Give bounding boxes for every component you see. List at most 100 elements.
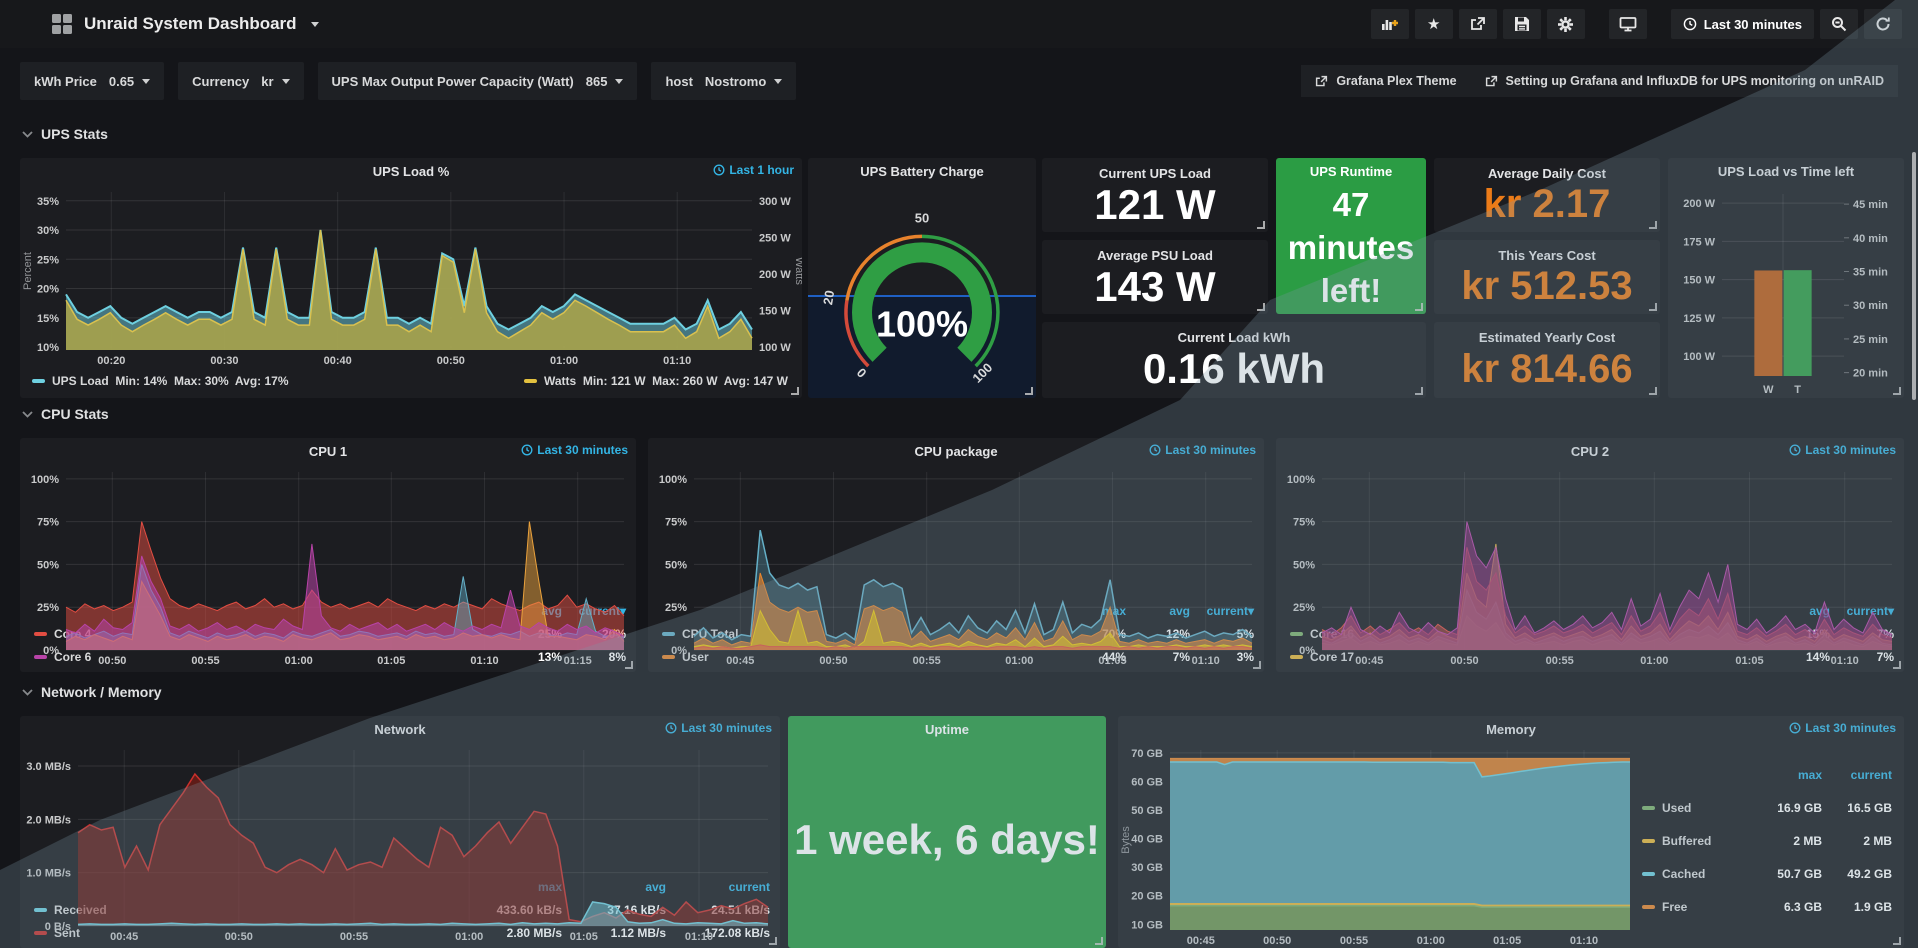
kiosk-mode-button[interactable]	[1608, 9, 1647, 39]
legend-sort-header[interactable]: current▾	[1206, 603, 1254, 618]
battery-gauge[interactable]: 0 20 50 100 100%	[808, 184, 1036, 398]
legend-sort-header[interactable]: avg	[645, 879, 666, 894]
panel-title[interactable]: CPU 1	[308, 443, 348, 459]
panel-title[interactable]: Current Load kWh	[1177, 329, 1291, 345]
add-panel-button[interactable]	[1370, 9, 1409, 39]
legend-row[interactable]: Buffered 2 MB 2 MB	[1642, 824, 1892, 857]
panel-title[interactable]: UPS Battery Charge	[860, 163, 984, 179]
panel-title[interactable]: UPS Runtime	[1309, 163, 1393, 179]
series-color-marker	[34, 907, 47, 912]
panel-title[interactable]: This Years Cost	[1498, 247, 1596, 263]
svg-text:20: 20	[820, 289, 837, 306]
legend-sort-header[interactable]: avg	[1169, 603, 1190, 618]
ups-load-chart[interactable]: 00:20 00:30 00:40 00:50 01:00 01:10 10% 15% 20% 2…	[20, 184, 802, 368]
svg-text:100%: 100%	[1287, 474, 1315, 486]
panel-title[interactable]: Average Daily Cost	[1487, 165, 1606, 181]
panel-title[interactable]: UPS Load vs Time left	[1717, 163, 1855, 179]
link-grafana-plex-theme[interactable]: Grafana Plex Theme	[1301, 65, 1471, 97]
series-color-marker	[662, 631, 675, 636]
time-range-badge[interactable]: Last 30 minutes	[1789, 443, 1896, 457]
dashboard-picker-icon[interactable]	[52, 14, 72, 34]
legend-sort-header[interactable]: max	[1797, 767, 1822, 782]
clock-icon	[713, 164, 725, 176]
memory-chart[interactable]: 00:45 00:50 00:55 01:00 01:05 01:10 10 GB 20 GB…	[1118, 742, 1642, 948]
svg-text:50%: 50%	[665, 559, 687, 571]
legend-sort-header[interactable]: current	[728, 879, 770, 894]
time-range-badge[interactable]: Last 30 minutes	[665, 721, 772, 735]
svg-text:25 min: 25 min	[1853, 334, 1888, 346]
variable-label: host	[665, 73, 693, 89]
save-icon	[1514, 17, 1529, 31]
svg-text:T: T	[1794, 384, 1801, 396]
svg-text:Percent: Percent	[22, 252, 34, 290]
svg-text:00:45: 00:45	[1355, 655, 1383, 667]
section-title: UPS Stats	[41, 126, 108, 142]
series-color-marker	[1290, 631, 1303, 636]
variable-host[interactable]: host Nostromo	[651, 62, 797, 100]
chart-legend[interactable]: UPS Load Min: 14% Max: 30% Avg: 17% Watts…	[20, 368, 802, 398]
stat-value: 143 W	[1094, 263, 1216, 310]
clock-icon	[1789, 722, 1801, 734]
variable-ups-max-output[interactable]: UPS Max Output Power Capacity (Watt) 865	[317, 62, 638, 100]
legend-row[interactable]: Used 16.9 GB 16.5 GB	[1642, 791, 1892, 824]
time-range-badge[interactable]: Last 1 hour	[713, 163, 794, 177]
link-label: Setting up Grafana and InfluxDB for UPS …	[1505, 74, 1884, 88]
variable-kwh-price[interactable]: kWh Price 0.65	[20, 62, 165, 100]
svg-text:01:10: 01:10	[470, 655, 498, 667]
zoom-out-icon	[1832, 17, 1847, 32]
save-button[interactable]	[1502, 9, 1541, 39]
legend-sort-header[interactable]: current	[1850, 767, 1892, 782]
legend-row[interactable]: Core 17 14% 7%	[1290, 645, 1894, 668]
time-range-badge[interactable]: Last 30 minutes	[1789, 721, 1896, 735]
chart-legend[interactable]: max current Used 16.9 GB 16.5 GB Buffered 2 MB…	[1642, 742, 1904, 948]
legend-row[interactable]: User 44% 7% 3%	[662, 645, 1254, 668]
panel-title[interactable]: Memory	[1486, 721, 1536, 737]
cpu2-chart[interactable]: 00:45 00:50 00:55 01:00 01:05 01:10 0% 25% 50% 75…	[1276, 464, 1904, 667]
time-range-badge[interactable]: Last 30 minutes	[1149, 443, 1256, 457]
stat-value: kr 2.17	[1483, 182, 1611, 226]
legend-entry[interactable]: Watts Min: 121 W Max: 260 W Avg: 147 W	[523, 374, 788, 388]
svg-text:2.0 MB/s: 2.0 MB/s	[26, 814, 71, 826]
panel-title[interactable]: CPU 2	[1570, 443, 1610, 459]
panel-title[interactable]: Current UPS Load	[1099, 165, 1211, 181]
svg-text:01:00: 01:00	[1417, 935, 1445, 947]
link-grafana-influxdb-guide[interactable]: Setting up Grafana and InfluxDB for UPS …	[1470, 65, 1898, 97]
time-range-picker[interactable]: Last 30 minutes	[1670, 9, 1814, 39]
panel-title[interactable]: Average PSU Load	[1097, 247, 1213, 263]
svg-text:50%: 50%	[37, 559, 59, 571]
cpu-package-chart[interactable]: 00:45 00:50 00:55 01:00 01:05 01:10 0% 25% 50% 75…	[648, 464, 1264, 667]
panel-title[interactable]: Uptime	[924, 721, 970, 737]
refresh-button[interactable]	[1864, 9, 1902, 39]
dashboard-title[interactable]: Unraid System Dashboard	[84, 14, 297, 33]
clock-icon	[521, 444, 533, 456]
legend-row[interactable]: Sent 2.80 MB/s 1.12 MB/s 172.08 kB/s	[34, 921, 770, 944]
variable-currency[interactable]: Currency kr	[178, 62, 304, 100]
svg-text:00:40: 00:40	[324, 355, 352, 367]
section-network-memory[interactable]: Network / Memory	[22, 684, 162, 700]
time-range-badge[interactable]: Last 30 minutes	[521, 443, 628, 457]
legend-row[interactable]: Cached 50.7 GB 49.2 GB	[1642, 857, 1892, 890]
settings-button[interactable]	[1546, 9, 1585, 39]
cpu1-chart[interactable]: 00:50 00:55 01:00 01:05 01:10 01:15 0% 25% 50% 75…	[20, 464, 636, 667]
svg-text:00:30: 00:30	[210, 355, 238, 367]
panel-title[interactable]: Network	[374, 721, 426, 737]
legend-row[interactable]: Free 6.3 GB 1.9 GB	[1642, 890, 1892, 923]
svg-text:50 GB: 50 GB	[1131, 805, 1163, 817]
star-button[interactable]: ★	[1414, 9, 1453, 39]
panel-title[interactable]: Estimated Yearly Cost	[1478, 329, 1616, 345]
scrollbar-thumb[interactable]	[1912, 152, 1916, 400]
network-chart[interactable]: 00:45 00:50 00:55 01:00 01:05 01:10 0 B/s 1.0 M…	[20, 742, 780, 943]
section-ups-stats[interactable]: UPS Stats	[22, 126, 108, 142]
legend-sort-header[interactable]: current▾	[1846, 603, 1894, 618]
section-cpu-stats[interactable]: CPU Stats	[22, 406, 109, 422]
share-button[interactable]	[1458, 9, 1497, 39]
load-vs-time-chart[interactable]: 100 W 125 W 150 W 175 W 200 W 20 min 25 min 30 …	[1668, 184, 1904, 398]
zoom-out-button[interactable]	[1820, 9, 1858, 39]
legend-entry[interactable]: UPS Load Min: 14% Max: 30% Avg: 17%	[32, 374, 289, 388]
panel-title[interactable]: CPU package	[914, 443, 998, 459]
stat-value: 1 week, 6 days!	[794, 816, 1100, 863]
panel-title[interactable]: UPS Load %	[372, 163, 450, 179]
panel-estimated-yearly-cost: Estimated Yearly Cost kr 814.66	[1434, 322, 1660, 398]
svg-text:10%: 10%	[37, 342, 59, 354]
legend-row[interactable]: Core 6 13% 8%	[34, 645, 626, 668]
